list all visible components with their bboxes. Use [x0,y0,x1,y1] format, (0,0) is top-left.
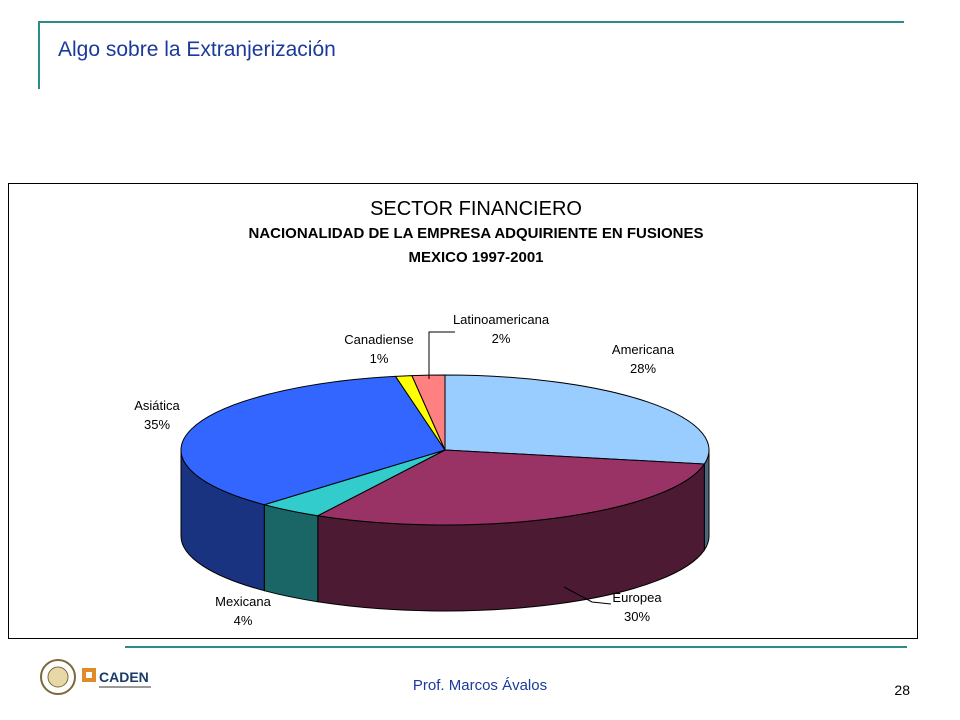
leader-line-europea [563,586,612,605]
page-number: 28 [894,682,910,698]
leader-line-latinoamericana [428,331,455,379]
label-percent-mexicana: 4% [234,613,253,628]
pie-slice-latinoamericana [411,374,446,451]
label-name-latinoamericana: Latinoamericana [453,312,550,327]
pie-slice-europea [316,449,706,526]
footer-rule [125,646,907,648]
label-percent-americana: 28% [630,361,656,376]
pie-side-americana [703,449,710,552]
slide-title: Algo sobre la Extranjerización [58,38,336,61]
label-percent-latinoamericana: 2% [492,331,511,346]
pie-labels: Americana 28% Europea 30% Mexicana 4% Asiática… [134,312,675,628]
title-frame-left [38,21,40,89]
chart-title: SECTOR FINANCIERO [370,198,582,220]
label-percent-canadiense: 1% [370,351,389,366]
chart-subtitle-2: MEXICO 1997-2001 [408,249,543,266]
logo-seal-inner-icon [47,666,69,688]
logo-seal-icon [40,659,76,695]
label-name-canadiense: Canadiense [344,332,413,347]
logo-tagline-line [99,686,151,688]
chart-subtitle: NACIONALIDAD DE LA EMPRESA ADQUIRIENTE E… [248,225,703,242]
pie-sides [180,449,710,612]
pie-slice-americana [444,374,710,465]
caden-logo: CADEN [38,655,158,699]
pie-leader-lines [428,331,612,605]
pie-tops [180,374,710,526]
label-percent-europea: 30% [624,609,650,624]
title-frame-top [38,21,904,23]
pie-chart: SECTOR FINANCIERO NACIONALIDAD DE LA EMP… [8,183,918,639]
pie-side-mexicana [263,504,319,603]
author-name: Prof. Marcos Ávalos [412,677,548,694]
label-percent-asiatica: 35% [144,417,170,432]
label-name-asiatica: Asiática [134,398,180,413]
label-name-mexicana: Mexicana [215,594,271,609]
logo-text: CADEN [99,669,149,685]
logo-square-inner-icon [86,672,92,678]
label-name-americana: Americana [612,342,675,357]
label-name-europea: Europea [612,590,662,605]
pie-slice-asiatica [180,375,446,506]
caden-logo-svg: CADEN [40,659,151,695]
pie-chart-svg: SECTOR FINANCIERO NACIONALIDAD DE LA EMP… [134,198,710,628]
